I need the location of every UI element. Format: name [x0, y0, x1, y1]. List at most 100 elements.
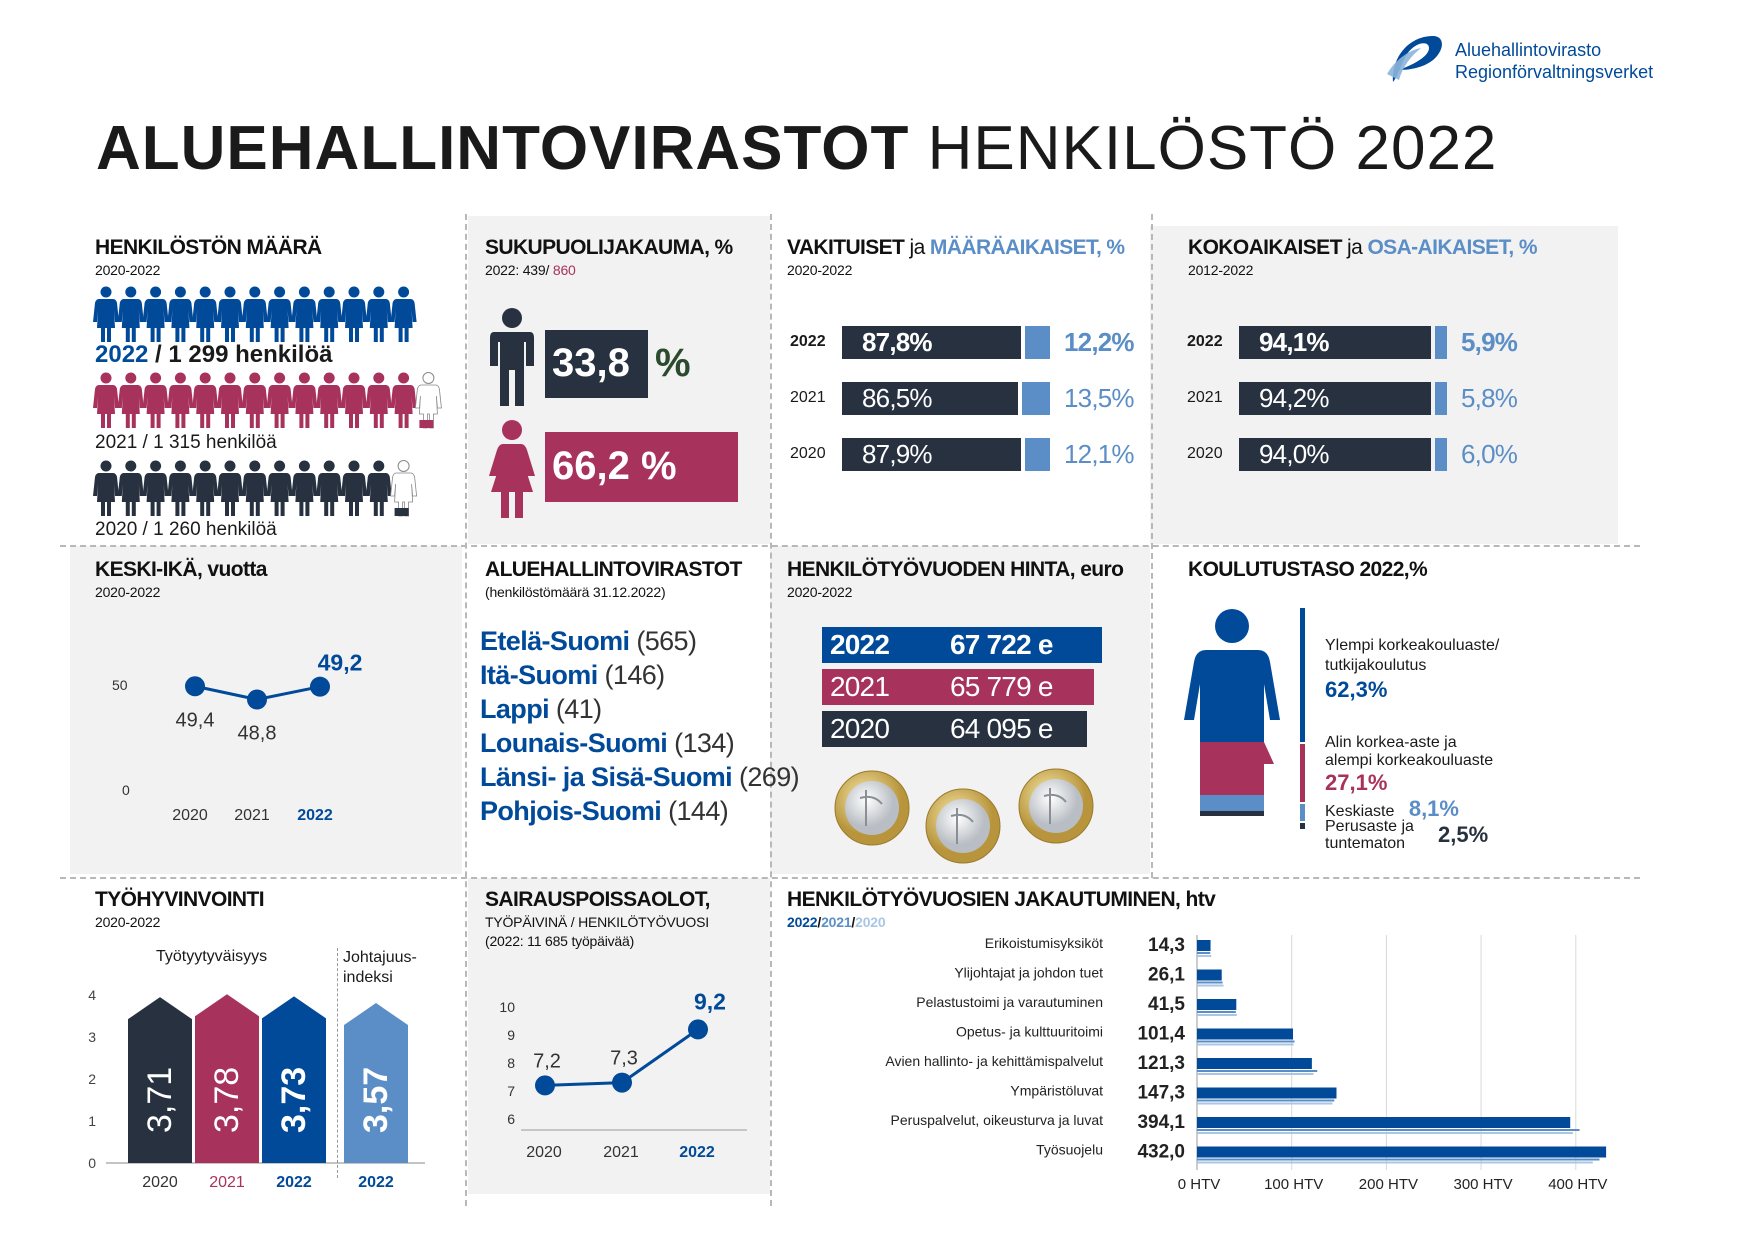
cost-value: 64 095 e: [950, 713, 1053, 744]
sick-sub-2: (2022: 11 685 työpäivää): [485, 933, 635, 949]
people-2022: [93, 286, 417, 342]
htv-bar-2020: [1197, 1014, 1237, 1016]
permanent-bar-b: [1025, 438, 1050, 471]
wellbeing-value: 3,71: [141, 1067, 179, 1133]
male-unit: %: [655, 341, 691, 385]
htv-bar-2021: [1197, 1070, 1318, 1072]
htv-bar-2022: [1197, 1087, 1337, 1099]
page-title-bold: ALUEHALLINTOVIRASTOT: [96, 114, 910, 183]
edu-label-4b: tuntematon: [1325, 835, 1406, 852]
edu-value-1: 62,3%: [1325, 677, 1388, 702]
person-icon: [241, 286, 268, 342]
htv-legend-2020: 2020: [855, 914, 886, 930]
htv-data-label: 432,0: [1137, 1142, 1185, 1163]
htv-category-label: Avien hallinto- ja kehittämispalvelut: [885, 1053, 1103, 1069]
cost-value: 67 722 e: [950, 629, 1053, 660]
permanent-title-b: ja: [904, 236, 930, 259]
headcount-title: HENKILÖSTÖN MÄÄRÄ: [95, 236, 322, 259]
y-tick-label: 10: [499, 999, 515, 1015]
htv-bar-2022: [1197, 1058, 1312, 1069]
fulltime-value-b: 6,0%: [1461, 439, 1518, 469]
person-icon: [167, 286, 194, 342]
permanent-title-a: VAKITUISET: [787, 236, 905, 259]
euro-coin: [834, 770, 910, 846]
person-icon: [365, 460, 392, 516]
person-icon: [217, 372, 243, 428]
htv-bar-2020: [1197, 984, 1224, 987]
sick-point: [535, 1075, 555, 1096]
agency-item: Pohjois-Suomi (144): [480, 796, 729, 827]
htv-bar-2020: [1197, 1132, 1573, 1134]
fulltime-bar-b: [1434, 326, 1447, 359]
fulltime-bar-b: [1434, 438, 1447, 471]
divider: [770, 214, 772, 1206]
cost-bar: [822, 669, 1094, 705]
person-icon: [217, 460, 243, 516]
htv-category-label: Pelastustoimi ja varautuminen: [916, 994, 1103, 1010]
htv-data-label: 101,4: [1137, 1024, 1185, 1045]
permanent-year-label: 2020: [790, 445, 826, 462]
htv-bar-2021: [1197, 1099, 1335, 1102]
permanent-year-label: 2022: [790, 333, 826, 350]
htv-bar-2020: [1197, 1073, 1314, 1075]
fulltime-year-label: 2020: [1187, 445, 1223, 462]
permanent-value-a: 86,5%: [862, 383, 933, 413]
headcount-2022: 2022 / 1 299 henkilöä: [95, 341, 332, 369]
headcount-2020: 2020 / 1 260 henkilöä: [95, 519, 277, 540]
permanent-bar-a: [842, 326, 1022, 359]
female-icon: [489, 420, 535, 518]
fulltime-value-b: 5,9%: [1461, 327, 1518, 357]
htv-category-label: Työsuojelu: [1036, 1142, 1103, 1158]
logo-text-fi: Aluehallintovirasto: [1455, 40, 1602, 60]
htv-bar-2022: [1197, 969, 1222, 981]
female-value: 66,2 %: [552, 444, 677, 488]
wellbeing-bar: [262, 996, 326, 1163]
person-icon: [291, 286, 318, 342]
htv-bar-2022: [1197, 999, 1237, 1010]
sick-data-label: 9,2: [694, 988, 726, 1014]
y-tick-label: 6: [507, 1111, 515, 1127]
fulltime-title-b: ja: [1341, 236, 1368, 259]
sick-sub-1: TYÖPÄIVINÄ / HENKILÖTYÖVUOSI: [485, 914, 709, 930]
fulltime-bar-a: [1239, 326, 1431, 359]
person-icon: [266, 286, 293, 342]
htv-legend-2022: 2022: [787, 914, 818, 930]
agency-count: (146): [597, 660, 666, 690]
fulltime-value-b: 5,8%: [1461, 383, 1518, 413]
edu-label-1b: tutkijakoulutus: [1325, 657, 1427, 674]
wellbeing-title: TYÖHYVINVOINTI: [95, 888, 265, 911]
htv-bar-2022: [1197, 1146, 1607, 1158]
edu-label-3a: Keskiaste: [1325, 803, 1395, 820]
person-icon: [217, 286, 243, 342]
permanent-bar-b: [1022, 382, 1050, 415]
person-icon: [266, 372, 293, 428]
divider: [60, 545, 1640, 547]
y-tick-label: 0: [122, 782, 130, 798]
person-icon: [341, 286, 367, 342]
fulltime-value-a: 94,0%: [1259, 439, 1330, 469]
wellbeing-value: 3,57: [357, 1067, 395, 1133]
cost-bar: [822, 627, 1102, 663]
people-2021: [93, 372, 442, 429]
page-title: ALUEHALLINTOVIRASTOT HENKILÖSTÖ 2022: [96, 118, 1497, 180]
htv-bar-2020: [1197, 1161, 1593, 1164]
person-icon: [341, 372, 367, 428]
gender-sub: 2022: 439/ 860: [485, 262, 576, 278]
edu-label-2a: Alin korkea-aste ja: [1325, 734, 1457, 751]
panel-sick: [468, 878, 770, 1194]
cost-year: 2021: [830, 671, 890, 702]
htv-legend: 2022/2021/2020: [787, 914, 886, 930]
htv-bar-2021: [1197, 1011, 1236, 1013]
edu-label-3: Keskiaste 8,1%: [1325, 796, 1459, 822]
x-tick-label: 2020: [526, 1144, 562, 1161]
fulltime-year-label: 2021: [1187, 389, 1223, 406]
permanent-value-b: 13,5%: [1064, 383, 1135, 413]
agency-count: (41): [549, 694, 602, 724]
person-icon: [167, 372, 194, 428]
edu-label-1a: Ylempi korkeakouluaste/: [1325, 637, 1500, 654]
agency-name: Etelä-Suomi: [480, 626, 630, 656]
htv-category-label: Opetus- ja kulttuuritoimi: [956, 1024, 1103, 1040]
person-icon: [192, 460, 219, 516]
gender-sub-total: 2022: 439/: [485, 262, 553, 278]
x-tick-label: 2022: [297, 807, 333, 824]
